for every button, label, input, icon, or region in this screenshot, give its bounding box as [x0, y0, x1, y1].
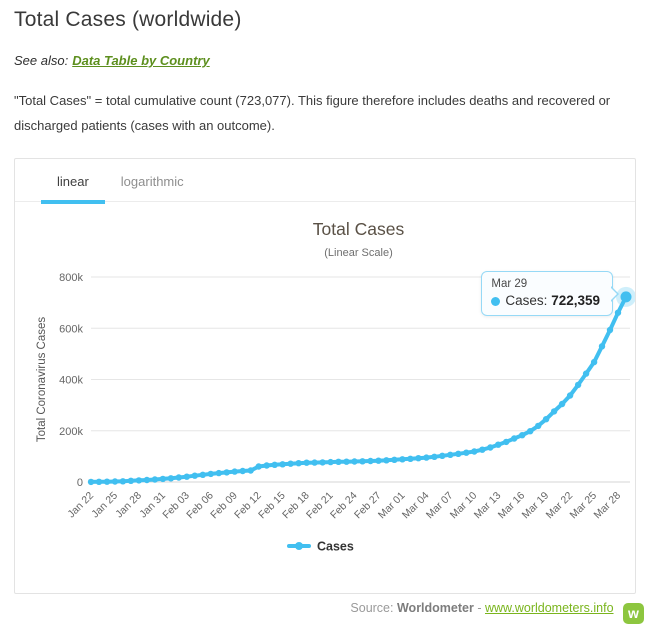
source-name: Worldometer [396, 601, 474, 615]
see-also-label: See also: [14, 53, 69, 68]
tooltip-value: 722,359 [551, 293, 600, 308]
x-tick-label: Jan 28 [113, 490, 144, 521]
tooltip-date: Mar 29 [491, 278, 528, 290]
worldometer-logo-icon: w [623, 603, 644, 624]
chart-subtitle: (Linear Scale) [324, 247, 392, 259]
data-table-by-country-link[interactable]: Data Table by Country [72, 53, 210, 68]
y-axis-labels: 0 200k 400k 600k 800k [59, 272, 83, 489]
cases-series-line[interactable] [89, 294, 628, 484]
tooltip-series-label: Cases: [505, 293, 548, 308]
data-point-markers[interactable] [87, 293, 630, 486]
x-tick-label: Jan 25 [89, 490, 120, 521]
chart-title: Total Cases [313, 219, 405, 239]
x-tick-label: Mar 28 [592, 490, 624, 522]
highlighted-point[interactable] [620, 291, 632, 303]
chart-tooltip: Mar 29 Cases: 722,359 [481, 271, 619, 316]
description: "Total Cases" = total cumulative count (… [14, 93, 611, 134]
y-tick-label: 600k [59, 323, 83, 335]
tooltip-value-row: Cases: 722,359 [491, 293, 600, 308]
tab-linear[interactable]: linear [41, 166, 105, 204]
scale-tabs: linear logarithmic [15, 159, 635, 204]
page-title: Total Cases (worldwide) [14, 8, 242, 31]
grid-lines [91, 276, 630, 483]
tab-logarithmic[interactable]: logarithmic [120, 174, 184, 189]
chart-svg[interactable]: Total Cases (Linear Scale) 0 200k 400k 600k 80… [15, 202, 636, 593]
y-tick-label: 200k [59, 426, 83, 438]
y-tick-label: 800k [59, 272, 83, 284]
chart-panel: linear logarithmic Total Cases (Linear Sc… [14, 158, 636, 594]
see-also-line: See also: Data Table by Country [14, 53, 210, 68]
y-axis-title: Total Coronavirus Cases [36, 317, 48, 443]
source-label: Source: [350, 601, 394, 615]
x-tick-label: Jan 22 [65, 490, 96, 521]
legend-item-cases[interactable]: Cases [287, 540, 354, 554]
series-dot-icon [491, 297, 501, 306]
worldometers-link[interactable]: www.worldometers.info [485, 601, 614, 615]
source-line: Source: Worldometer - www.worldometers.i… [14, 601, 644, 624]
legend-marker-dot-icon [295, 542, 303, 550]
y-tick-label: 400k [59, 375, 83, 387]
legend-label: Cases [317, 540, 354, 554]
source-separator: - [477, 601, 482, 615]
y-tick-label: 0 [77, 477, 83, 489]
chart-area: Total Cases (Linear Scale) 0 200k 400k 600k 80… [15, 202, 636, 593]
